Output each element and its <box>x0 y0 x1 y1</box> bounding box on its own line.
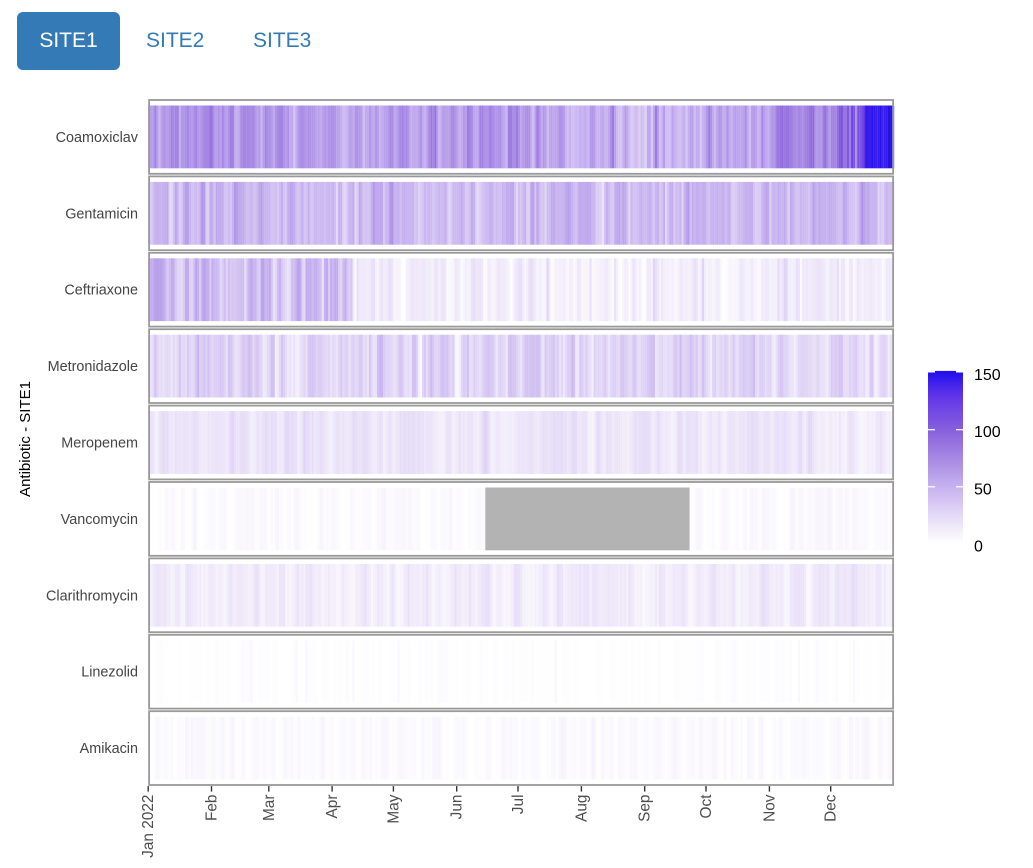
svg-text:Amikacin: Amikacin <box>80 741 138 757</box>
svg-text:Mar: Mar <box>261 795 278 822</box>
svg-text:0: 0 <box>974 539 983 556</box>
svg-text:Meropenem: Meropenem <box>61 436 138 452</box>
svg-text:Clarithromycin: Clarithromycin <box>46 588 138 604</box>
svg-text:Metronidazole: Metronidazole <box>48 359 138 375</box>
svg-text:Linezolid: Linezolid <box>81 665 138 681</box>
svg-text:Ceftriaxone: Ceftriaxone <box>64 283 138 299</box>
svg-text:Coamoxiclav: Coamoxiclav <box>56 130 139 146</box>
svg-text:May: May <box>385 794 402 823</box>
svg-text:Sep: Sep <box>637 795 654 822</box>
svg-text:100: 100 <box>974 424 1001 441</box>
svg-text:Antibiotic - SITE1: Antibiotic - SITE1 <box>17 381 34 497</box>
svg-text:Jul: Jul <box>510 795 527 815</box>
svg-text:Apr: Apr <box>324 795 341 819</box>
svg-text:50: 50 <box>974 481 992 498</box>
svg-text:Nov: Nov <box>761 794 778 822</box>
svg-text:Vancomycin: Vancomycin <box>61 512 138 528</box>
svg-text:Jun: Jun <box>449 795 466 820</box>
svg-text:Oct: Oct <box>698 794 715 819</box>
svg-text:Gentamicin: Gentamicin <box>65 206 138 222</box>
svg-text:Dec: Dec <box>823 794 840 822</box>
svg-text:150: 150 <box>974 367 1001 384</box>
svg-text:Jan 2022: Jan 2022 <box>140 795 157 858</box>
svg-text:Feb: Feb <box>204 795 221 822</box>
svg-text:Aug: Aug <box>573 795 590 822</box>
